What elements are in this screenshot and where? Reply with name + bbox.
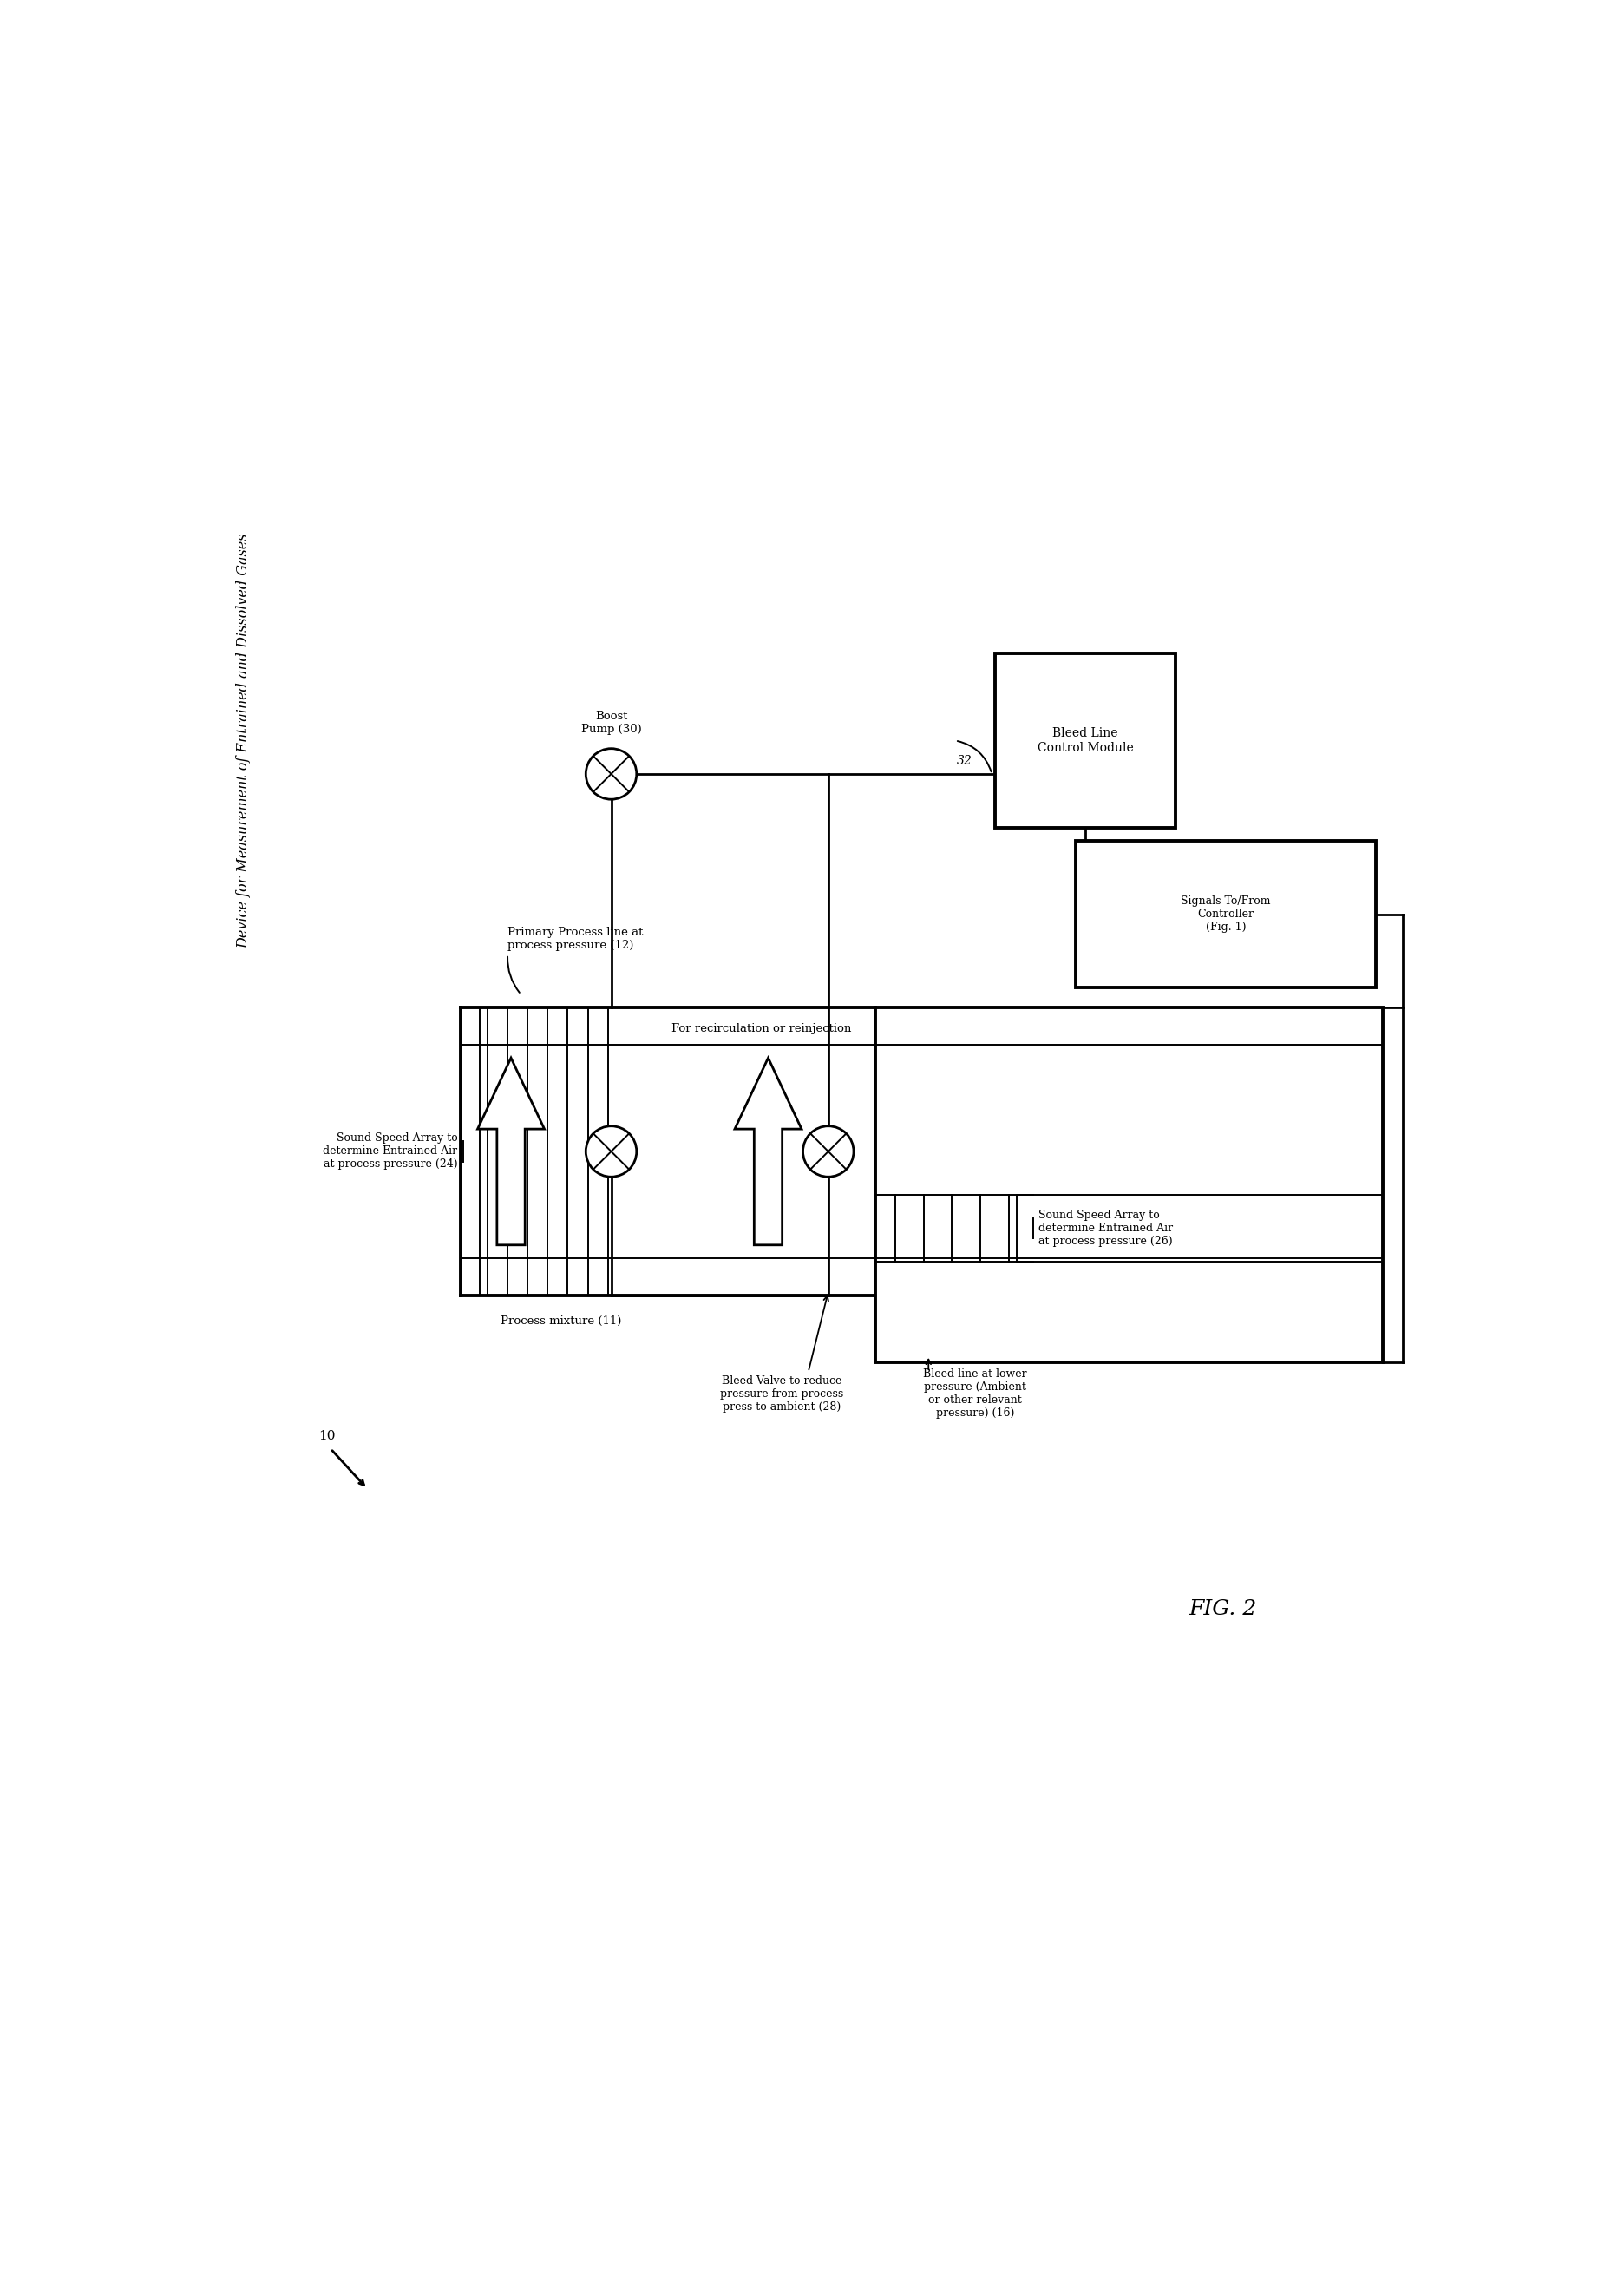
Text: Sound Speed Array to
determine Entrained Air
at process pressure (26): Sound Speed Array to determine Entrained… — [1039, 1210, 1173, 1247]
Text: For recirculation or reinjection: For recirculation or reinjection — [672, 1024, 851, 1035]
Text: Process mixture (11): Process mixture (11) — [500, 1316, 622, 1327]
Text: Boost
Pump (30): Boost Pump (30) — [581, 712, 641, 735]
Text: Bleed line at lower
pressure (Ambient
or other relevant
pressure) (16): Bleed line at lower pressure (Ambient or… — [924, 1368, 1026, 1419]
Text: Signals To/From
Controller
(Fig. 1): Signals To/From Controller (Fig. 1) — [1181, 895, 1270, 932]
Text: Bleed Valve to reduce
pressure from process
press to ambient (28): Bleed Valve to reduce pressure from proc… — [719, 1375, 843, 1412]
Text: Device for Measurement of Entrained and Dissolved Gases: Device for Measurement of Entrained and … — [237, 533, 252, 948]
Circle shape — [586, 1125, 637, 1178]
Text: Sound Speed Array to
determine Entrained Air
at process pressure (24): Sound Speed Array to determine Entrained… — [323, 1132, 458, 1171]
Text: Primary Process line at
process pressure (12): Primary Process line at process pressure… — [508, 928, 643, 951]
Text: Bleed Line
Control Module: Bleed Line Control Module — [1038, 728, 1134, 753]
Polygon shape — [734, 1058, 802, 1244]
Circle shape — [802, 1125, 854, 1178]
Polygon shape — [477, 1058, 544, 1244]
Text: FIG. 2: FIG. 2 — [1189, 1600, 1257, 1619]
Circle shape — [586, 748, 637, 799]
Bar — [875, 1008, 1382, 1362]
Bar — [996, 654, 1176, 827]
Text: 10: 10 — [318, 1430, 336, 1442]
Bar — [1075, 840, 1376, 987]
Text: 32: 32 — [957, 755, 971, 767]
